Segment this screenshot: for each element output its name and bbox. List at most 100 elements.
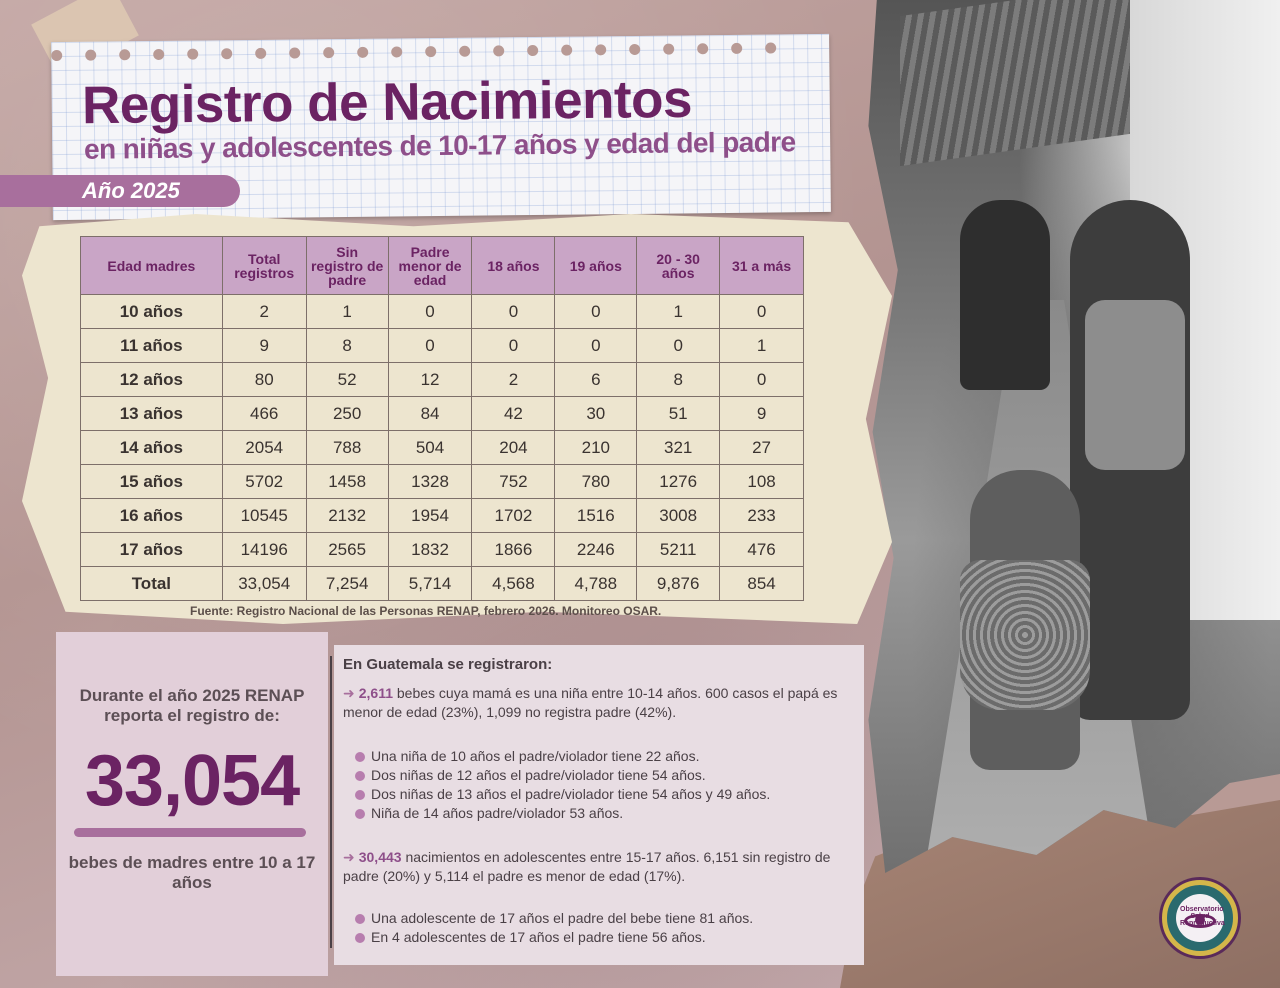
- summary-caption: bebes de madres entre 10 a 17 años: [68, 853, 316, 892]
- table-source-note: Fuente: Registro Nacional de las Persona…: [190, 604, 662, 618]
- table-cell: 108: [719, 464, 804, 499]
- table-cell: 2: [221, 294, 307, 329]
- table-cell: 1702: [471, 498, 556, 533]
- table-cell: 9: [719, 396, 804, 431]
- table-cell: 1458: [305, 464, 389, 499]
- table-cell: 33,054: [221, 566, 307, 601]
- summary-panel: [56, 632, 328, 976]
- arrow-right-icon: ➜: [343, 685, 355, 701]
- table-cell: 780: [554, 464, 638, 499]
- table-cell: 84: [387, 396, 473, 431]
- table-cell: 12: [387, 362, 473, 397]
- list-item: Niña de 14 años padre/violador 53 años.: [355, 804, 855, 823]
- row-label: 13 años: [80, 396, 223, 431]
- births-table: Edad madres Total registros Sin registro…: [80, 236, 804, 601]
- table-cell: 1832: [387, 532, 473, 567]
- table-cell: 51: [636, 396, 721, 431]
- table-cell: 0: [471, 294, 556, 329]
- table-cell: 752: [471, 464, 556, 499]
- details-panel: [334, 645, 864, 965]
- table-cell: 1516: [554, 498, 638, 533]
- table-row: 15 años 5702 1458 1328 752 780 1276 108: [80, 464, 804, 499]
- column-header: 19 años: [554, 236, 638, 295]
- table-cell: 788: [305, 430, 389, 465]
- table-cell: 4,568: [471, 566, 556, 601]
- table-cell: 1954: [387, 498, 473, 533]
- year-label: Año 2025: [82, 178, 180, 203]
- photo-mother-and-child: [868, 0, 1280, 873]
- table-cell: 2054: [221, 430, 307, 465]
- table-row: 12 años 80 52 12 2 6 8 0: [80, 362, 804, 397]
- summary-intro: Durante el año 2025 RENAP reporta el reg…: [79, 686, 305, 725]
- table-cell: 52: [305, 362, 389, 397]
- column-header: 20 - 30 años: [636, 236, 721, 295]
- bullet-icon: [355, 809, 365, 819]
- details-block-1: ➜ 2,611 bebes cuya mamá es una niña entre…: [343, 684, 853, 722]
- bullet-icon: [355, 933, 365, 943]
- row-label: 15 años: [80, 464, 223, 499]
- table-cell: 233: [719, 498, 804, 533]
- table-cell: 0: [554, 294, 638, 329]
- table-cell: 0: [554, 328, 638, 363]
- table-cell: 0: [636, 328, 721, 363]
- row-label: 11 años: [80, 328, 223, 363]
- details-list-1: Una niña de 10 años el padre/violador ti…: [355, 747, 855, 823]
- table-cell: 854: [719, 566, 804, 601]
- table-cell: 6: [554, 362, 638, 397]
- table-cell: 5702: [221, 464, 307, 499]
- table-row: 14 años 2054 788 504 204 210 321 27: [80, 430, 804, 465]
- table-cell: 42: [471, 396, 556, 431]
- page-title: Registro de Nacimientos: [81, 69, 693, 136]
- arrow-right-icon: ➜: [343, 849, 355, 865]
- column-header: Padre menor de edad: [387, 236, 473, 295]
- column-header: Edad madres: [80, 236, 223, 295]
- table-cell: 2132: [305, 498, 389, 533]
- binder-holes: [51, 40, 829, 62]
- column-header: 18 años: [471, 236, 556, 295]
- list-item: Una niña de 10 años el padre/violador ti…: [355, 747, 855, 766]
- table-cell: 2246: [554, 532, 638, 567]
- table-cell: 2: [471, 362, 556, 397]
- row-label: 17 años: [80, 532, 223, 567]
- table-cell: 30: [554, 396, 638, 431]
- row-label: 10 años: [80, 294, 223, 329]
- highlight-number: 30,443: [358, 849, 402, 865]
- table-cell: 0: [387, 294, 473, 329]
- table-cell: 210: [554, 430, 638, 465]
- table-cell: 1328: [387, 464, 473, 499]
- table-row: 10 años 2 1 0 0 0 1 0: [80, 294, 804, 329]
- bullet-icon: [355, 914, 365, 924]
- summary-total: 33,054: [84, 741, 300, 821]
- table-cell: 1866: [471, 532, 556, 567]
- table-cell: 5,714: [387, 566, 473, 601]
- table-row: 11 años 9 8 0 0 0 0 1: [80, 328, 804, 363]
- table-cell: 1: [636, 294, 721, 329]
- table-cell: 8: [305, 328, 389, 363]
- table-row: 13 años 466 250 84 42 30 51 9: [80, 396, 804, 431]
- highlight-number: 2,611: [358, 685, 393, 701]
- table-cell: 27: [719, 430, 804, 465]
- column-header: Sin registro de padre: [305, 236, 389, 295]
- table-row: 16 años 10545 2132 1954 1702 1516 3008 2…: [80, 498, 804, 533]
- details-heading: En Guatemala se registraron:: [343, 656, 553, 673]
- row-label: 12 años: [80, 362, 223, 397]
- table-cell: 250: [305, 396, 389, 431]
- table-cell: 80: [221, 362, 307, 397]
- details-text: nacimientos en adolescentes entre 15-17 …: [343, 849, 831, 884]
- table-cell: 3008: [636, 498, 721, 533]
- list-item: Dos niñas de 13 años el padre/violador t…: [355, 785, 855, 804]
- bullet-icon: [355, 752, 365, 762]
- row-label: Total: [80, 566, 223, 601]
- osar-logo: [1162, 880, 1238, 956]
- table-cell: 0: [471, 328, 556, 363]
- details-text: bebes cuya mamá es una niña entre 10-14 …: [343, 685, 838, 720]
- column-header: Total registros: [221, 236, 307, 295]
- table-cell: 10545: [221, 498, 307, 533]
- bullet-icon: [355, 790, 365, 800]
- table-cell: 476: [719, 532, 804, 567]
- logo-label: Observatorio Salud Reproductiva: [1180, 906, 1225, 927]
- row-label: 16 años: [80, 498, 223, 533]
- table-cell: 4,788: [554, 566, 638, 601]
- table-cell: 14196: [221, 532, 307, 567]
- table-row: 17 años 14196 2565 1832 1866 2246 5211 4…: [80, 532, 804, 567]
